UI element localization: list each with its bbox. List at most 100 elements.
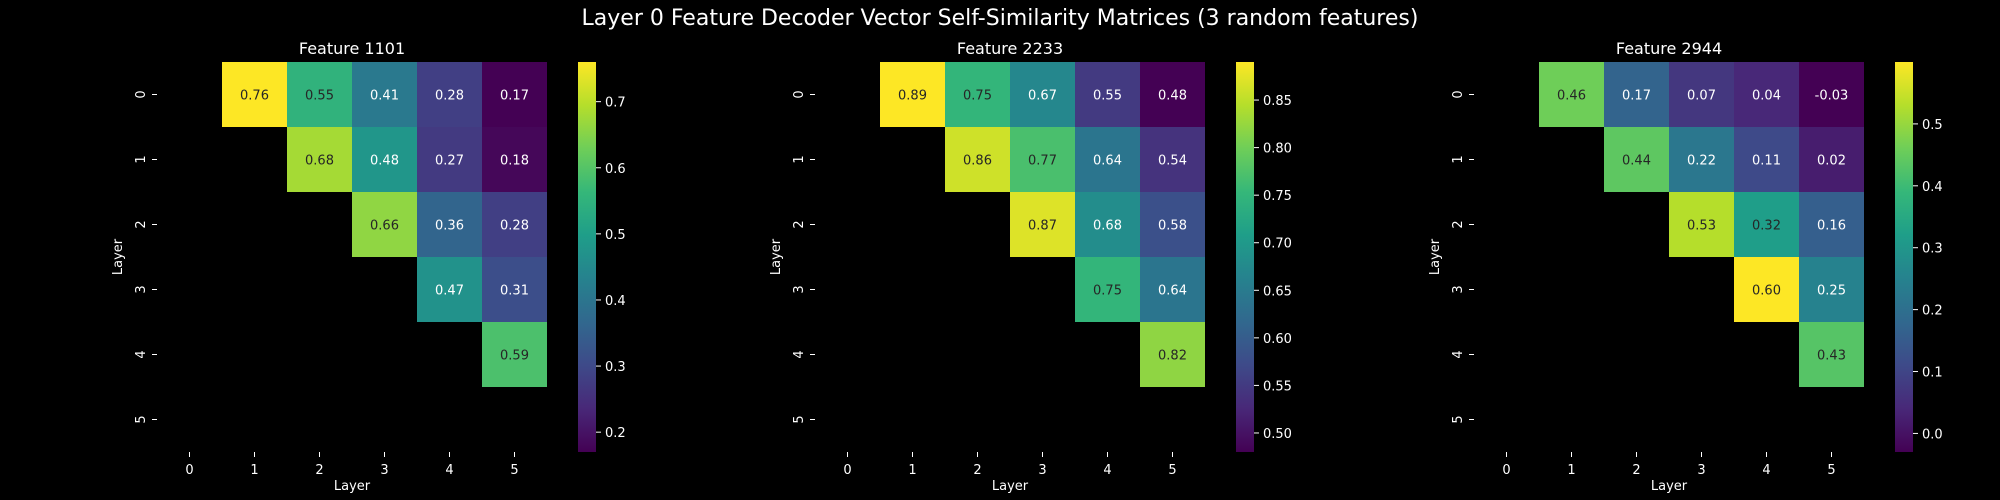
heatmap-cell	[1669, 127, 1734, 192]
cell-value-label: 0.22	[1687, 154, 1716, 169]
y-axis-label: Layer	[769, 238, 784, 275]
heatmap-cell	[482, 127, 547, 192]
colorbar-tick-label: 0.80	[1263, 142, 1292, 157]
y-tick-label: 1	[792, 155, 807, 163]
colorbar-tick-label: 0.2	[605, 426, 626, 441]
heatmap-cell	[1010, 62, 1075, 127]
cell-value-label: 0.64	[1158, 284, 1187, 299]
panel-title: Feature 2944	[1616, 39, 1722, 58]
cell-value-label: 0.68	[1093, 219, 1122, 234]
heatmap-cell	[945, 127, 1010, 192]
cell-value-label: 0.53	[1687, 219, 1716, 234]
cell-value-label: 0.32	[1752, 219, 1781, 234]
cell-value-label: 0.28	[435, 89, 464, 104]
colorbar-tick-label: 0.2	[1922, 304, 1943, 319]
colorbar-tick-label: 0.65	[1263, 284, 1292, 299]
colorbar-tick-label: 0.3	[605, 360, 626, 375]
heatmap-cell	[1539, 62, 1604, 127]
heatmap-cell	[1075, 192, 1140, 257]
heatmap-cell	[1799, 62, 1864, 127]
cell-value-label: 0.75	[1093, 284, 1122, 299]
cell-value-label: 0.76	[240, 89, 269, 104]
y-tick-label: 0	[134, 90, 149, 98]
panel-title: Feature 2233	[957, 39, 1063, 58]
cell-value-label: 0.68	[305, 154, 334, 169]
x-tick-label: 1	[250, 463, 258, 478]
heatmap-cell	[1140, 257, 1205, 322]
heatmap-cell	[1075, 127, 1140, 192]
colorbar-tick-label: 0.4	[605, 294, 626, 309]
y-tick-label: 3	[134, 285, 149, 293]
heatmap-cell	[1734, 192, 1799, 257]
colorbar-tick-label: 0.50	[1263, 427, 1292, 442]
heatmap-cell	[352, 127, 417, 192]
cell-value-label: 0.55	[305, 89, 334, 104]
y-tick-label: 5	[792, 415, 807, 423]
heatmap-cell	[1734, 257, 1799, 322]
x-tick-label: 4	[445, 463, 453, 478]
cell-value-label: 0.25	[1817, 284, 1846, 299]
heatmap-cell	[1799, 322, 1864, 387]
cell-value-label: -0.03	[1815, 89, 1849, 104]
colorbar-tick-label: 0.85	[1263, 94, 1292, 109]
y-axis-label: Layer	[111, 238, 126, 275]
colorbar-tick-label: 0.6	[605, 162, 626, 177]
x-axis-label: Layer	[992, 479, 1029, 494]
cell-value-label: 0.60	[1752, 284, 1781, 299]
cell-value-label: 0.86	[963, 154, 992, 169]
heatmap-cell	[417, 192, 482, 257]
heatmap-cell	[482, 257, 547, 322]
cell-value-label: 0.28	[500, 219, 529, 234]
heatmap-cell	[1734, 127, 1799, 192]
x-tick-label: 0	[185, 463, 193, 478]
cell-value-label: 0.17	[1622, 89, 1651, 104]
x-tick-label: 5	[510, 463, 518, 478]
cell-value-label: 0.82	[1158, 349, 1187, 364]
heatmap-cell	[1604, 62, 1669, 127]
heatmap-cell	[352, 192, 417, 257]
x-tick-label: 1	[1567, 463, 1575, 478]
heatmap-cell	[1669, 192, 1734, 257]
cell-value-label: 0.44	[1622, 154, 1651, 169]
cell-value-label: 0.58	[1158, 219, 1187, 234]
heatmap-cell	[1010, 192, 1075, 257]
y-tick-label: 1	[1451, 155, 1466, 163]
cell-value-label: 0.47	[435, 284, 464, 299]
colorbar-tick-label: 0.55	[1263, 379, 1292, 394]
y-axis-label: Layer	[1428, 238, 1443, 275]
y-tick-label: 2	[134, 220, 149, 228]
y-tick-label: 2	[1451, 220, 1466, 228]
figure-title: Layer 0 Feature Decoder Vector Self-Simi…	[581, 6, 1419, 31]
cell-value-label: 0.89	[898, 89, 927, 104]
colorbar-tick-label: 0.60	[1263, 332, 1292, 347]
cell-value-label: 0.18	[500, 154, 529, 169]
heatmap-cell	[1075, 257, 1140, 322]
x-tick-label: 3	[1038, 463, 1046, 478]
cell-value-label: 0.36	[435, 219, 464, 234]
heatmap-cell	[1010, 127, 1075, 192]
heatmap-cell	[1140, 62, 1205, 127]
heatmap-cell	[1669, 62, 1734, 127]
cell-value-label: 0.87	[1028, 219, 1057, 234]
heatmap-cell	[1799, 192, 1864, 257]
cell-value-label: 0.02	[1817, 154, 1846, 169]
y-tick-label: 5	[1451, 415, 1466, 423]
cell-value-label: 0.41	[370, 89, 399, 104]
cell-value-label: 0.48	[370, 154, 399, 169]
heatmap-cell	[945, 62, 1010, 127]
heatmap-cell	[482, 322, 547, 387]
x-tick-label: 5	[1827, 463, 1835, 478]
cell-value-label: 0.59	[500, 349, 529, 364]
heatmap-cell	[1140, 127, 1205, 192]
x-tick-label: 4	[1103, 463, 1111, 478]
heatmap-cell	[287, 127, 352, 192]
y-tick-label: 4	[1451, 350, 1466, 358]
heatmap-cell	[880, 62, 945, 127]
heatmap-cell	[1734, 62, 1799, 127]
y-tick-label: 4	[792, 350, 807, 358]
x-tick-label: 2	[973, 463, 981, 478]
x-tick-label: 0	[843, 463, 851, 478]
cell-value-label: 0.67	[1028, 89, 1057, 104]
heatmap-cell	[1140, 192, 1205, 257]
x-tick-label: 4	[1762, 463, 1770, 478]
